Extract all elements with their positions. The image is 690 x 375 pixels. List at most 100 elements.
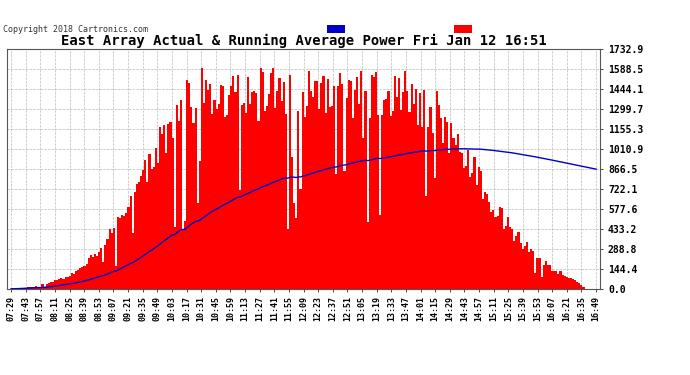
- Bar: [400, 110, 402, 289]
- Bar: [578, 283, 580, 289]
- Bar: [396, 97, 398, 289]
- Bar: [427, 127, 429, 289]
- Bar: [215, 109, 217, 289]
- Bar: [348, 80, 350, 289]
- Bar: [251, 92, 253, 289]
- Bar: [121, 215, 124, 289]
- Bar: [25, 288, 27, 289]
- Bar: [488, 202, 490, 289]
- Bar: [276, 91, 279, 289]
- Bar: [398, 78, 400, 289]
- Bar: [110, 233, 112, 289]
- Bar: [383, 100, 386, 289]
- Bar: [316, 81, 318, 289]
- Bar: [65, 278, 67, 289]
- Bar: [318, 109, 320, 289]
- Bar: [73, 274, 75, 289]
- Bar: [522, 249, 524, 289]
- Bar: [465, 166, 467, 289]
- Bar: [352, 118, 354, 289]
- Bar: [568, 278, 570, 289]
- Bar: [112, 228, 115, 289]
- Bar: [339, 74, 342, 289]
- Bar: [580, 285, 582, 289]
- Bar: [473, 157, 475, 289]
- Bar: [253, 90, 255, 289]
- Bar: [41, 284, 43, 289]
- Bar: [524, 246, 526, 289]
- Bar: [54, 280, 56, 289]
- Bar: [299, 189, 302, 289]
- Text: Copyright 2018 Cartronics.com: Copyright 2018 Cartronics.com: [3, 25, 148, 34]
- Bar: [486, 194, 488, 289]
- Bar: [490, 212, 492, 289]
- Bar: [279, 78, 281, 289]
- Bar: [467, 150, 469, 289]
- Bar: [328, 106, 331, 289]
- Bar: [262, 72, 264, 289]
- Bar: [291, 157, 293, 289]
- Bar: [190, 107, 193, 289]
- Bar: [322, 76, 324, 289]
- Bar: [79, 268, 81, 289]
- Bar: [404, 71, 406, 289]
- Bar: [213, 100, 215, 289]
- Bar: [513, 242, 515, 289]
- Bar: [326, 79, 328, 289]
- Bar: [71, 273, 73, 289]
- Bar: [437, 105, 440, 289]
- Bar: [134, 192, 136, 289]
- Bar: [241, 105, 243, 289]
- Bar: [50, 282, 52, 289]
- Bar: [86, 264, 88, 289]
- Bar: [140, 176, 142, 289]
- Bar: [530, 249, 532, 289]
- Bar: [335, 174, 337, 289]
- Bar: [507, 217, 509, 289]
- Title: East Array Actual & Running Average Power Fri Jan 12 16:51: East Array Actual & Running Average Powe…: [61, 33, 546, 48]
- Bar: [94, 254, 96, 289]
- Bar: [255, 93, 257, 289]
- Bar: [484, 192, 486, 289]
- Bar: [264, 111, 266, 289]
- Bar: [368, 118, 371, 289]
- Bar: [126, 213, 128, 289]
- Bar: [138, 182, 140, 289]
- Bar: [102, 262, 104, 289]
- Bar: [217, 104, 219, 289]
- Bar: [205, 80, 207, 289]
- Bar: [547, 265, 549, 289]
- Bar: [230, 86, 233, 289]
- Bar: [163, 126, 165, 289]
- Bar: [174, 227, 176, 289]
- Bar: [566, 277, 568, 289]
- Bar: [203, 103, 205, 289]
- Bar: [509, 228, 511, 289]
- Bar: [379, 215, 381, 289]
- Bar: [453, 138, 455, 289]
- Bar: [235, 92, 237, 289]
- Bar: [106, 239, 108, 289]
- Bar: [431, 133, 433, 289]
- Bar: [98, 252, 100, 289]
- Bar: [446, 122, 448, 289]
- Bar: [413, 104, 415, 289]
- Bar: [536, 258, 538, 289]
- Bar: [88, 258, 90, 289]
- Bar: [433, 178, 435, 289]
- Bar: [459, 153, 461, 289]
- Bar: [21, 288, 23, 289]
- Bar: [247, 76, 249, 289]
- Bar: [480, 171, 482, 289]
- Bar: [344, 171, 346, 289]
- Bar: [534, 273, 536, 289]
- Bar: [308, 71, 310, 289]
- Bar: [142, 171, 144, 289]
- Bar: [520, 243, 522, 289]
- Bar: [371, 75, 373, 289]
- Bar: [511, 229, 513, 289]
- Bar: [58, 279, 60, 289]
- Bar: [492, 210, 495, 289]
- Bar: [324, 113, 326, 289]
- Bar: [475, 185, 477, 289]
